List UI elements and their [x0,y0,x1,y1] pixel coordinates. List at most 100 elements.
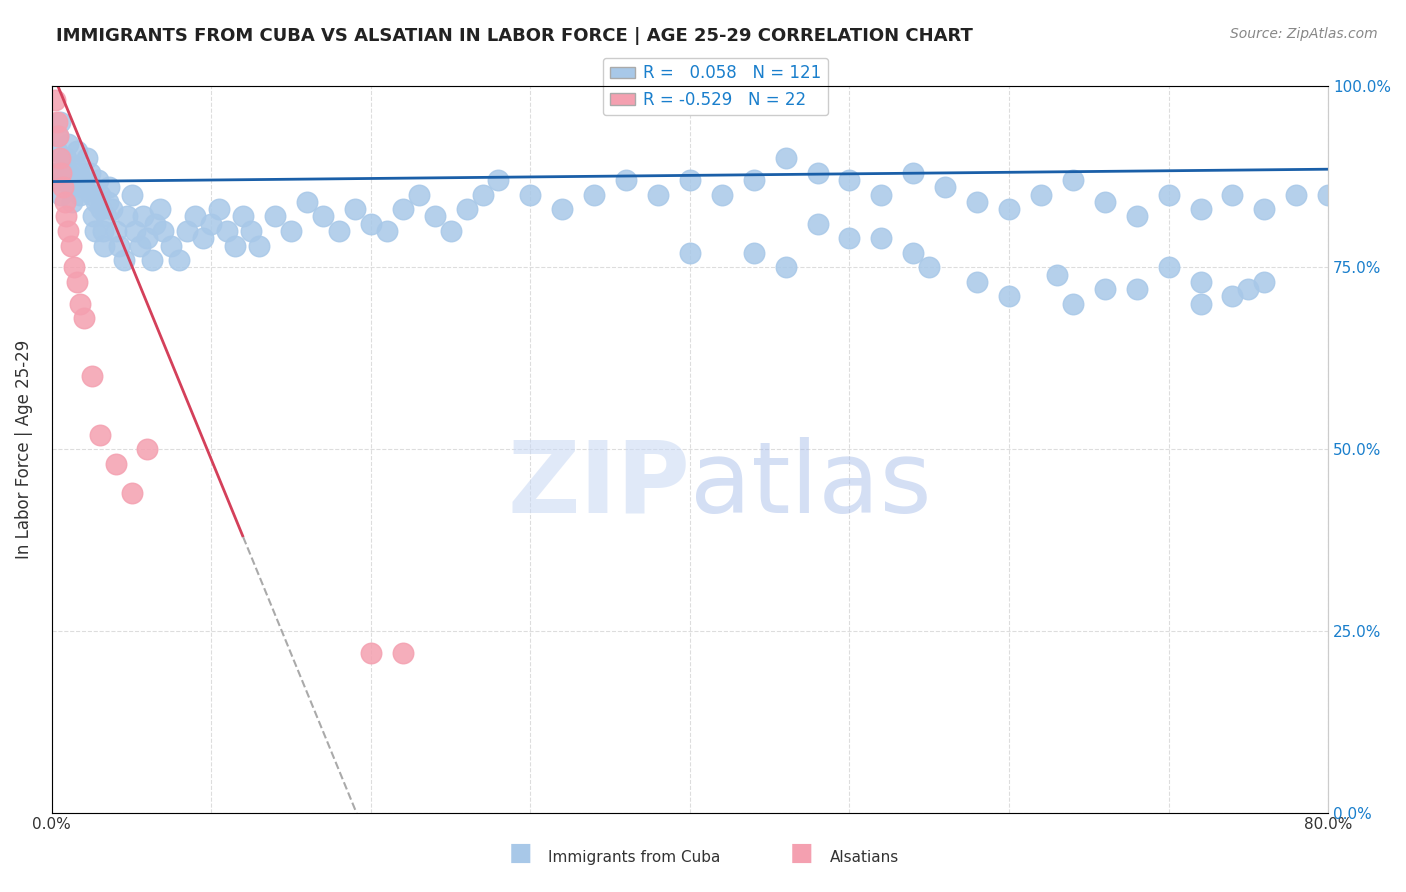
Point [998,202,1021,217]
Point [44,166,66,180]
Point [966,275,988,289]
Point [63,260,86,275]
Point [408,187,430,202]
Point [53,194,76,209]
Point [918,260,941,275]
Point [870,231,893,245]
Point [583,187,606,202]
Point [101,202,124,217]
Text: ■: ■ [509,841,531,865]
Point [124,224,146,238]
Point [710,187,733,202]
Point [160,238,183,252]
Text: Immigrants from Cuba: Immigrants from Cuba [548,850,721,865]
Point [51,187,73,202]
Point [1029,187,1052,202]
Point [52,180,75,194]
Point [169,253,191,268]
Point [742,245,765,260]
Point [232,210,254,224]
Point [551,202,574,217]
Point [94,210,117,224]
Point [966,194,988,209]
Point [1348,311,1371,326]
Point [91,224,114,238]
Point [295,194,318,209]
Point [51,166,73,180]
Point [55,151,77,165]
Point [141,253,163,268]
Point [1222,187,1244,202]
Point [66,144,89,158]
Point [1237,282,1260,296]
Point [87,173,110,187]
Point [519,187,541,202]
Point [48,115,70,129]
Point [775,260,797,275]
Point [224,238,246,252]
Point [66,275,89,289]
Point [806,166,828,180]
Point [200,217,222,231]
Point [471,187,494,202]
Point [131,210,153,224]
Point [647,187,669,202]
Point [56,224,79,238]
Point [1046,268,1069,282]
Point [48,151,70,165]
Point [1157,260,1180,275]
Point [240,224,263,238]
Point [742,173,765,187]
Point [104,457,127,471]
Point [360,217,382,231]
Point [312,210,335,224]
Point [679,173,702,187]
Point [488,173,510,187]
Point [184,210,207,224]
Point [136,442,159,456]
Point [145,217,167,231]
Point [775,151,797,165]
Point [121,187,143,202]
Point [679,245,702,260]
Point [69,296,91,310]
Point [45,144,67,158]
Point [1062,173,1084,187]
Point [456,202,478,217]
Point [1317,187,1340,202]
Point [614,173,637,187]
Point [375,224,398,238]
Point [806,217,828,231]
Point [67,166,90,180]
Point [391,646,413,660]
Point [439,224,461,238]
Point [89,427,111,442]
Point [59,238,82,252]
Point [80,187,103,202]
Point [63,173,86,187]
Point [83,224,105,238]
Point [112,253,135,268]
Point [247,238,270,252]
Point [328,224,350,238]
Point [903,166,925,180]
Point [1222,289,1244,303]
Point [73,311,96,326]
Point [55,210,77,224]
Point [104,224,127,238]
Point [1285,187,1308,202]
Point [152,224,174,238]
Point [176,224,198,238]
Point [1062,296,1084,310]
Point [1253,202,1275,217]
Point [79,166,101,180]
Point [86,194,108,209]
Point [998,289,1021,303]
Point [65,159,87,173]
Point [56,136,79,151]
Point [80,369,103,384]
Text: IMMIGRANTS FROM CUBA VS ALSATIAN IN LABOR FORCE | AGE 25-29 CORRELATION CHART: IMMIGRANTS FROM CUBA VS ALSATIAN IN LABO… [56,27,973,45]
Point [343,202,366,217]
Point [1189,202,1212,217]
Point [89,187,111,202]
